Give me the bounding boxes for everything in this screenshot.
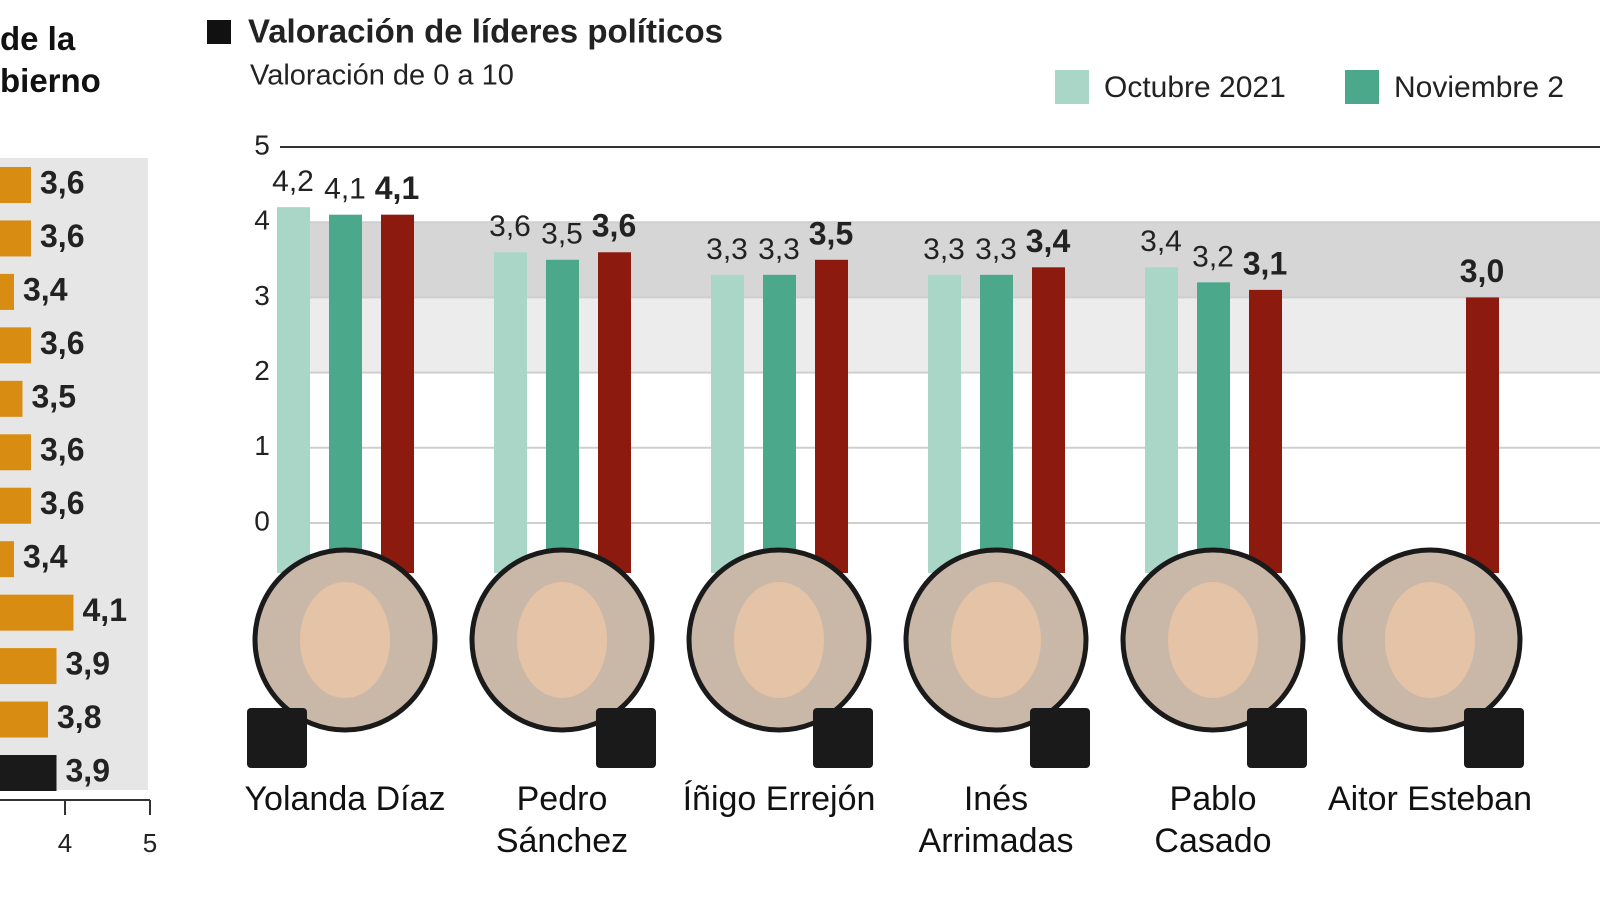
bar	[711, 274, 744, 573]
bar	[763, 274, 796, 573]
category-label: Yolanda Díaz	[244, 780, 446, 818]
portrait-face	[1385, 582, 1475, 698]
title-square	[207, 20, 231, 44]
legend-label: Octubre 2021	[1104, 71, 1286, 104]
bar	[329, 214, 362, 573]
bar	[980, 274, 1013, 573]
value-label: 4,1	[83, 592, 127, 628]
value-label: 3,5	[32, 378, 76, 414]
value-label: 3,6	[40, 485, 84, 521]
bar	[0, 648, 57, 685]
value-label: 3,4	[23, 271, 68, 307]
value-label: 3,1	[1243, 245, 1287, 281]
party-logo	[596, 708, 656, 768]
chart-title: Valoración de líderes políticos	[248, 13, 723, 50]
legend-swatch	[1055, 70, 1089, 104]
y-tick-label: 0	[254, 505, 270, 536]
portrait-face	[300, 582, 390, 698]
value-label: 3,3	[923, 233, 965, 266]
bar	[0, 273, 14, 310]
value-label: 3,4	[1140, 225, 1182, 258]
party-logo	[1030, 708, 1090, 768]
value-label: 3,5	[809, 215, 853, 251]
x-tick-label: 5	[143, 828, 157, 858]
value-label: 3,6	[40, 432, 84, 468]
category-label: Pedro Sánchez	[495, 780, 629, 860]
value-label: 3,3	[975, 233, 1017, 266]
party-logo	[247, 708, 307, 768]
y-tick-label: 2	[254, 355, 270, 386]
bar	[546, 259, 579, 573]
portrait-face	[734, 582, 824, 698]
value-label: 3,6	[40, 325, 84, 361]
bar	[1249, 289, 1282, 573]
bar	[598, 252, 631, 573]
value-label: 3,6	[489, 210, 531, 243]
value-label: 3,4	[23, 539, 68, 575]
portrait-face	[951, 582, 1041, 698]
bar	[0, 701, 48, 738]
bar	[0, 220, 31, 257]
value-label: 3,2	[1192, 240, 1234, 273]
category-label: Inés Arrimadas	[918, 780, 1074, 860]
bar	[928, 274, 961, 573]
party-logo	[813, 708, 873, 768]
portrait-face	[1168, 582, 1258, 698]
value-label: 3,6	[40, 164, 84, 200]
bar	[1032, 267, 1065, 573]
party-logo	[1464, 708, 1524, 768]
category-label: Pablo Casado	[1154, 780, 1272, 860]
bar	[0, 327, 31, 364]
legend-label: Noviembre 2	[1394, 71, 1564, 104]
value-label: 3,0	[1460, 253, 1504, 289]
portrait-face	[517, 582, 607, 698]
y-tick-label: 5	[254, 129, 270, 160]
value-label: 3,6	[592, 208, 636, 244]
value-label: 3,6	[40, 218, 84, 254]
party-logo	[1247, 708, 1307, 768]
bar	[1197, 282, 1230, 573]
bar	[277, 207, 310, 573]
category-label: Aitor Esteban	[1327, 780, 1533, 818]
value-label: 3,9	[66, 646, 110, 682]
value-label: 4,2	[272, 165, 314, 198]
bar	[0, 487, 31, 524]
chart-subtitle: Valoración de 0 a 10	[250, 60, 514, 92]
bar	[494, 252, 527, 573]
value-label: 3,5	[541, 218, 583, 251]
legend-swatch	[1345, 70, 1379, 104]
value-label: 3,4	[1026, 223, 1071, 259]
bar	[0, 434, 31, 471]
value-label: 3,3	[758, 233, 800, 266]
value-label: 4,1	[324, 173, 366, 206]
bar	[381, 214, 414, 573]
left-title: de la bierno	[0, 20, 101, 99]
value-label: 3,3	[706, 233, 748, 266]
x-tick-label: 4	[58, 828, 72, 858]
value-label: 4,1	[375, 170, 419, 206]
bar	[0, 167, 31, 203]
bar	[0, 755, 57, 791]
left-panel	[0, 158, 148, 790]
bar	[0, 594, 74, 631]
bar	[1145, 267, 1178, 573]
bar	[0, 380, 23, 417]
bar	[815, 259, 848, 573]
bar	[1466, 297, 1499, 573]
bar	[0, 541, 14, 578]
value-label: 3,9	[66, 752, 110, 788]
category-label: Íñigo Errejón	[682, 780, 876, 818]
value-label: 3,8	[57, 699, 101, 735]
y-tick-label: 4	[254, 205, 270, 236]
y-tick-label: 3	[254, 280, 270, 311]
y-tick-label: 1	[254, 430, 270, 461]
